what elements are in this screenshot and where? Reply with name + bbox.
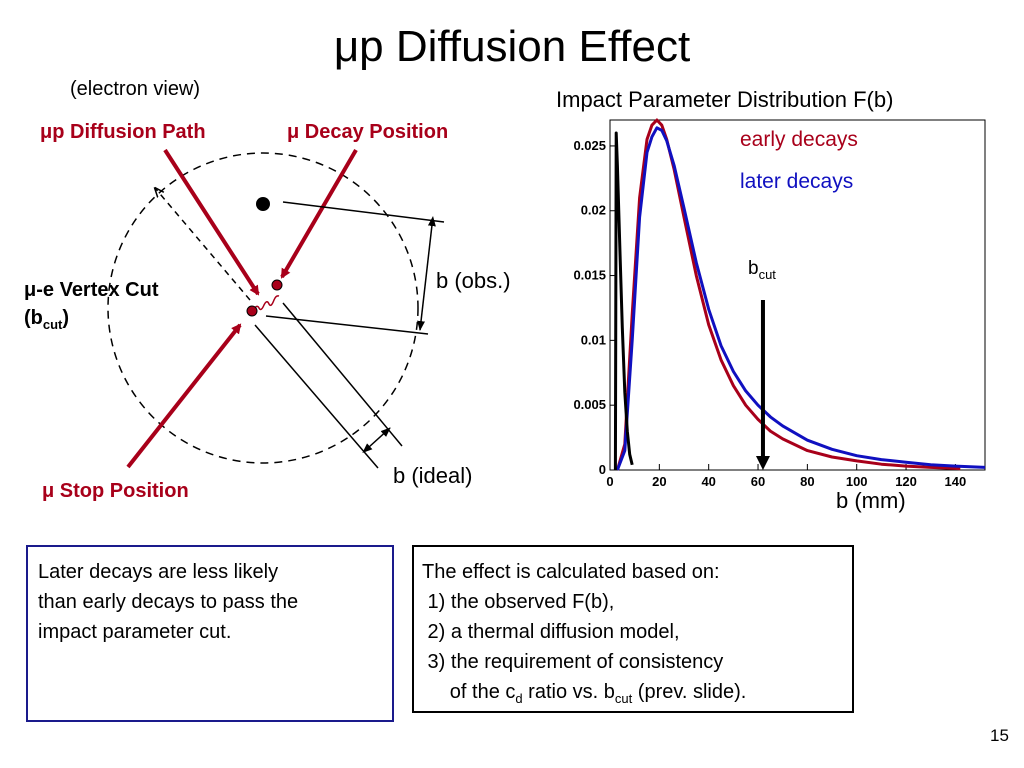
note-right-line-5b: ratio vs. b — [522, 681, 615, 703]
diffusion-squiggle — [252, 295, 280, 311]
decay-position-dot — [271, 279, 283, 291]
y-tick-label: 0.015 — [573, 268, 606, 283]
ideal-line-2 — [282, 302, 403, 447]
y-tick-label: 0.025 — [573, 138, 606, 153]
diffusion-path-arrow — [163, 148, 260, 296]
obs-line-bottom — [265, 315, 429, 335]
bcut-label: bcut — [748, 258, 776, 282]
b-obs-label: b (obs.) — [436, 268, 511, 293]
note-left-line-1: Later decays are less likely — [38, 561, 279, 583]
note-right-sub-cut: cut — [614, 691, 633, 706]
decay-position-arrow — [280, 148, 358, 279]
b-ideal-arrow — [362, 427, 391, 454]
plot-frame — [609, 119, 986, 471]
series-early-decays — [615, 118, 961, 471]
x-tick-label: 0 — [606, 474, 613, 489]
vertex-cut-line2-sub: cut — [42, 317, 63, 332]
x-tick-label: 20 — [652, 474, 666, 489]
x-tick-label: 40 — [701, 474, 715, 489]
note-left-line-2: than early decays to pass the — [38, 591, 299, 613]
note-right-line-2: 1) the observed F(b), — [422, 591, 615, 613]
bcut-label-main: b — [748, 258, 759, 279]
note-right-line-1: The effect is calculated based on: — [422, 561, 720, 583]
obs-line-top — [282, 201, 445, 223]
x-axis-ticks: 0 20 40 60 80 100 120 140 — [606, 464, 966, 489]
note-right-line-5a: of the c — [422, 681, 516, 703]
y-tick-label: 0.01 — [581, 332, 606, 347]
legend-early-decays: early decays — [740, 128, 858, 151]
decay-position-label: μ Decay Position — [287, 121, 449, 143]
note-box-right: The effect is calculated based on: 1) th… — [412, 545, 854, 713]
vertex-cut-line2-main: (b — [24, 307, 43, 329]
series-line-2 — [613, 131, 634, 471]
x-tick-label: 120 — [895, 474, 917, 489]
y-tick-label: 0.005 — [573, 397, 606, 412]
page-number: 15 — [990, 726, 1009, 745]
y-axis-ticks: 0 0.005 0.01 0.015 0.02 0.025 — [573, 138, 616, 477]
diffusion-diagram — [107, 148, 445, 469]
vertex-cut-line1: μ-e Vertex Cut — [24, 279, 159, 301]
x-tick-label: 140 — [945, 474, 967, 489]
note-box-left: Later decays are less likely than early … — [26, 545, 394, 722]
view-label: (electron view) — [70, 78, 201, 100]
x-tick-label: 80 — [800, 474, 814, 489]
diffusion-dashed-arrow — [155, 188, 251, 301]
electron-hit-dot — [256, 197, 270, 211]
note-right-line-5: of the cd ratio vs. bcut (prev. slide). — [422, 677, 844, 714]
vertex-cut-label: μ-e Vertex Cut (bcut) — [24, 276, 159, 339]
series-later-decays — [615, 126, 986, 471]
note-right-line-4: 3) the requirement of consistency — [422, 651, 724, 673]
y-tick-label: 0.02 — [581, 203, 606, 218]
stop-position-label: μ Stop Position — [42, 480, 189, 502]
y-tick-label: 0 — [599, 462, 606, 477]
bcut-arrowhead — [755, 456, 770, 470]
b-obs-arrow — [417, 216, 436, 331]
bcut-label-sub: cut — [758, 266, 776, 282]
slide-title: μp Diffusion Effect — [333, 22, 691, 71]
legend-later-decays: later decays — [740, 170, 854, 193]
note-right-line-5c: (prev. slide). — [632, 681, 747, 703]
ideal-line-1 — [254, 324, 379, 469]
chart-title: Impact Parameter Distribution F(b) — [556, 87, 894, 112]
note-right-sub-d: d — [515, 691, 523, 706]
x-tick-label: 60 — [751, 474, 765, 489]
x-axis-label: b (mm) — [836, 488, 906, 513]
note-left-line-3: impact parameter cut. — [38, 621, 232, 643]
stop-position-dot — [246, 305, 258, 317]
vertex-cut-line2-end: ) — [62, 307, 70, 329]
stop-position-arrow — [126, 323, 242, 469]
bcut-marker — [755, 300, 770, 470]
series-group — [613, 118, 986, 471]
b-ideal-label: b (ideal) — [393, 463, 473, 488]
note-right-line-3: 2) a thermal diffusion model, — [422, 621, 680, 643]
impact-parameter-chart: 0 0.005 0.01 0.015 0.02 0.025 0 20 40 60 80 100 120… — [573, 118, 986, 489]
diffusion-path-label: μp Diffusion Path — [40, 121, 206, 143]
x-tick-label: 100 — [846, 474, 868, 489]
